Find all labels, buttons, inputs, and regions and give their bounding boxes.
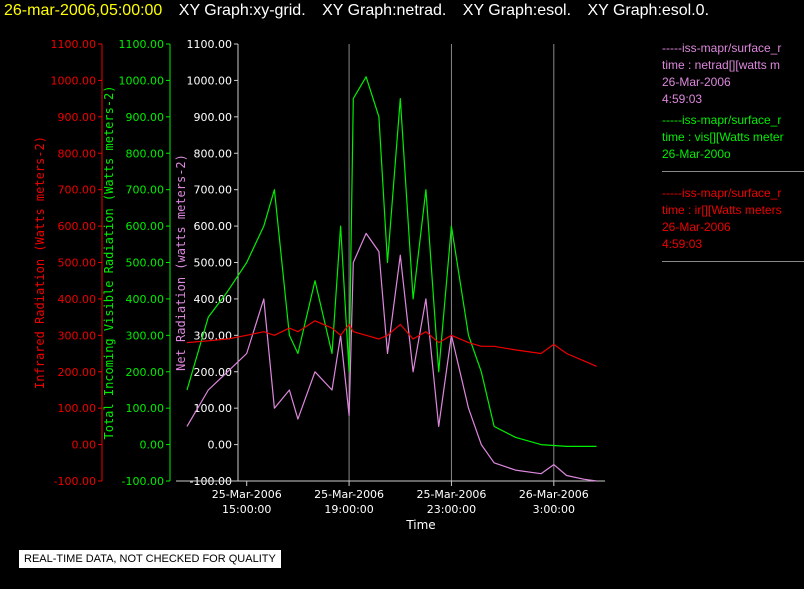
header-timestamp: 26-mar-2006,05:00:00 [4, 2, 163, 19]
ir-y-tick-label: 1100.00 [51, 38, 97, 51]
legend-net-line-2: time : netrad[][watts m [662, 58, 781, 72]
x-tick-label: 19:00:00 [324, 503, 373, 516]
x-tick-label: 25-Mar-2006 [416, 488, 486, 501]
legend-net-line-4: 4:59:03 [662, 92, 703, 106]
legend-entry-visible-radiation: -----iss-mapr/surface_r time : vis[][Wat… [662, 112, 804, 172]
ir-y-tick-label: 200.00 [58, 366, 97, 379]
legend-vis-line-1: -----iss-mapr/surface_r [662, 113, 782, 127]
vis-y-tick-label: 300.00 [126, 329, 165, 342]
ir-y-tick-label: -100.00 [54, 475, 96, 488]
legend-vis-line-2: time : vis[][Watts meter [662, 130, 784, 144]
net-y-tick-label: 1000.00 [187, 74, 233, 87]
vis-y-tick-label: -100.00 [122, 475, 164, 488]
ir-y-tick-label: 800.00 [58, 147, 97, 160]
x-tick-label: 3:00:00 [533, 503, 575, 516]
x-tick-label: 25-Mar-2006 [212, 488, 282, 501]
vis-y-tick-label: 800.00 [126, 147, 165, 160]
legend-ir-line-1: -----iss-mapr/surface_r [662, 186, 782, 200]
graph-title-xy-grid: XY Graph:xy-grid. [178, 2, 306, 19]
graph-title-netrad: XY Graph:netrad. [322, 2, 447, 19]
ir-y-tick-label: 1000.00 [51, 74, 97, 87]
ir-y-tick-label: 500.00 [58, 257, 97, 270]
net-axis-title: Net Radiation (watts meters-2) [174, 154, 188, 371]
vis-y-tick-label: 400.00 [126, 293, 165, 306]
ir-axis-title: Infrared Radiation (Watts meters-2) [33, 136, 47, 389]
legend-ir-line-4: 4:59:03 [662, 237, 703, 251]
x-tick-label: 23:00:00 [427, 503, 476, 516]
net-series-line [186, 232, 597, 482]
vis-series-line [186, 76, 597, 447]
ir-y-tick-label: 900.00 [58, 111, 97, 124]
graph-title-esol: XY Graph:esol. [462, 2, 572, 19]
legend-separator [662, 253, 804, 262]
legend-vis-line-3: 26-Mar-200o [662, 147, 731, 161]
net-y-tick-label: 400.00 [194, 293, 233, 306]
net-y-tick-label: 900.00 [194, 111, 233, 124]
vis-axis-title: Total Incoming Visible Radiation (Watts … [102, 85, 116, 439]
net-y-tick-label: 0.00 [208, 439, 233, 452]
net-y-tick-label: 600.00 [194, 220, 233, 233]
net-y-tick-label: 700.00 [194, 184, 233, 197]
legend-entry-infrared-radiation: -----iss-mapr/surface_r time : ir[][Watt… [662, 185, 804, 262]
net-y-tick-label: 500.00 [194, 257, 233, 270]
net-y-tick-label: 200.00 [194, 366, 233, 379]
vis-y-tick-label: 100.00 [126, 402, 165, 415]
net-y-tick-label: 800.00 [194, 147, 233, 160]
ir-y-tick-label: 300.00 [58, 329, 97, 342]
legend-separator [662, 163, 804, 172]
ir-y-tick-label: 600.00 [58, 220, 97, 233]
x-axis-title: Time [405, 518, 435, 532]
graph-header: 26-mar-2006,05:00:00 XY Graph:xy-grid. X… [0, 2, 709, 24]
ir-y-tick-label: 700.00 [58, 184, 97, 197]
vis-y-tick-label: 0.00 [140, 439, 165, 452]
vis-y-tick-label: 700.00 [126, 184, 165, 197]
legend-ir-line-2: time : ir[][Watts meters [662, 203, 782, 217]
x-tick-label: 15:00:00 [222, 503, 271, 516]
vis-y-tick-label: 900.00 [126, 111, 165, 124]
ir-y-tick-label: 0.00 [72, 439, 97, 452]
vis-y-tick-label: 1100.00 [119, 38, 165, 51]
ir-y-tick-label: 100.00 [58, 402, 97, 415]
vis-y-tick-label: 1000.00 [119, 74, 165, 87]
legend-net-line-3: 26-Mar-2006 [662, 75, 731, 89]
vis-y-tick-label: 200.00 [126, 366, 165, 379]
legend-ir-line-3: 26-Mar-2006 [662, 220, 731, 234]
x-tick-label: 25-Mar-2006 [314, 488, 384, 501]
ir-y-tick-label: 400.00 [58, 293, 97, 306]
ir-series-line [186, 320, 597, 367]
net-y-tick-label: 1100.00 [187, 38, 233, 51]
vis-y-tick-label: 600.00 [126, 220, 165, 233]
net-y-tick-label: 100.00 [194, 402, 233, 415]
x-tick-label: 26-Mar-2006 [519, 488, 589, 501]
quality-notice: REAL-TIME DATA, NOT CHECKED FOR QUALITY [19, 550, 281, 568]
vis-y-tick-label: 500.00 [126, 257, 165, 270]
legend-net-line-1: -----iss-mapr/surface_r [662, 41, 782, 55]
legend-entry-net-radiation: -----iss-mapr/surface_r time : netrad[][… [662, 40, 804, 108]
graph-title-esol-0: XY Graph:esol.0. [587, 2, 710, 19]
